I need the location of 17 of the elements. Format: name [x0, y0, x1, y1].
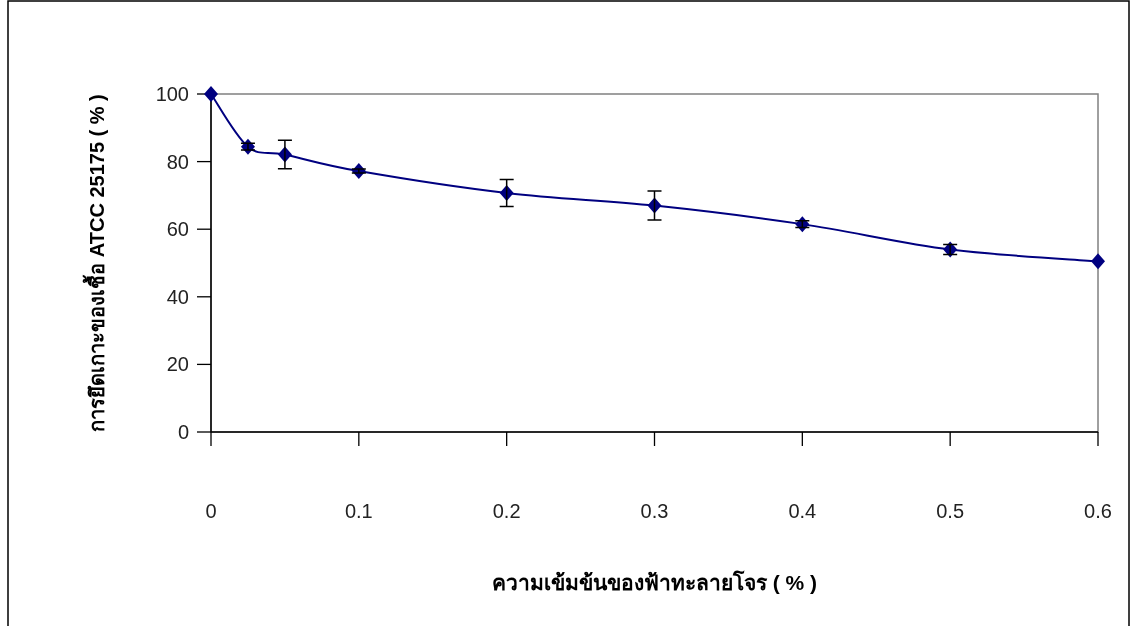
point — [1091, 253, 1105, 270]
y-tick-label: 60 — [166, 218, 189, 241]
point — [204, 86, 218, 102]
x-axis-title: ความเข้มข้นของฟ้าทะลายโจร ( % ) — [491, 570, 818, 594]
x-tick-label: 0.4 — [788, 500, 817, 522]
x-tick-label: 0.2 — [492, 500, 521, 522]
y-tick-label: 0 — [177, 421, 189, 443]
x-tick-label: 0.1 — [344, 500, 373, 522]
y-tick-label: 40 — [166, 285, 189, 308]
x-tick-label: 0.3 — [640, 500, 669, 522]
x-tick-label: 0 — [205, 500, 217, 522]
y-tick-label: 80 — [166, 150, 189, 173]
x-tick-label: 0.5 — [936, 500, 965, 522]
y-axis-title: การยึดเกาะของเชื้อ ATCC 25175 ( % ) — [82, 94, 108, 432]
y-tick-label: 100 — [155, 83, 189, 105]
x-tick-label: 0.6 — [1084, 500, 1112, 522]
y-tick-label: 20 — [166, 353, 189, 376]
